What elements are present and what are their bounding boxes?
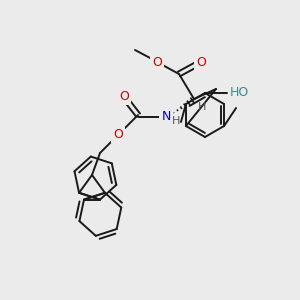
Text: N: N: [161, 110, 171, 124]
Text: O: O: [152, 56, 162, 68]
Text: HO: HO: [230, 86, 249, 100]
Text: H: H: [172, 116, 180, 126]
Text: O: O: [119, 91, 129, 103]
Text: H: H: [198, 102, 206, 112]
Text: O: O: [113, 128, 123, 142]
Text: O: O: [196, 56, 206, 68]
